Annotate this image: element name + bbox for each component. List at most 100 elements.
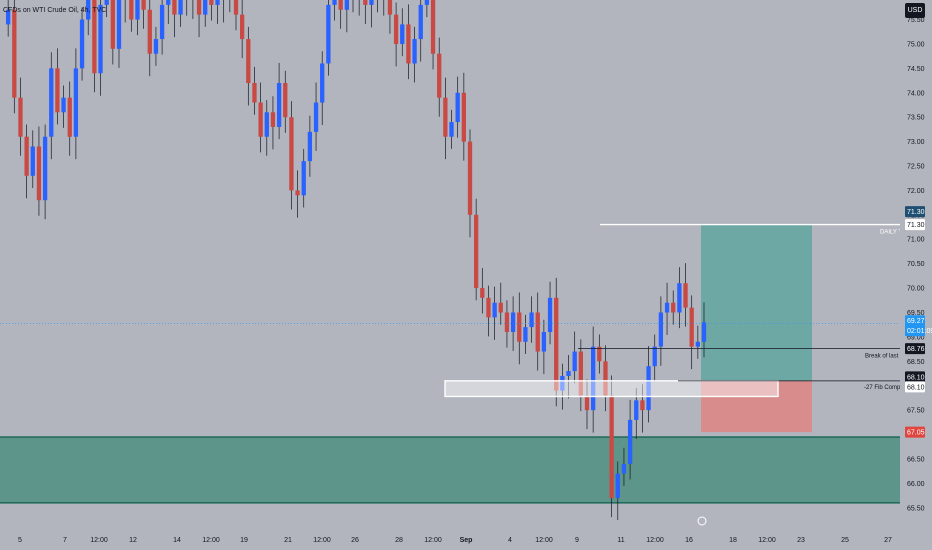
time-axis-label: 12:00 — [535, 537, 553, 544]
current-price-tag: 69.27 — [907, 318, 925, 325]
candle-body — [615, 473, 620, 499]
candle-body — [240, 14, 245, 40]
price-axis-label: 75.50 — [907, 17, 925, 24]
candle-body — [215, 0, 220, 5]
time-axis-label: 19 — [240, 537, 248, 544]
time-axis-label: 16 — [685, 537, 693, 544]
candle-body — [246, 39, 251, 84]
candle-body — [326, 4, 331, 64]
candle-body — [560, 375, 565, 391]
candle-body — [486, 297, 491, 318]
stop-zone[interactable] — [701, 380, 812, 433]
entry-bottom-tag-bg — [905, 381, 925, 393]
price-axis-label: 67.50 — [907, 408, 925, 415]
price-axis-bg[interactable] — [900, 0, 932, 550]
price-axis-label: 70.50 — [907, 261, 925, 268]
price-axis-label: 66.00 — [907, 481, 925, 488]
candle-body — [664, 302, 670, 313]
candle-body — [554, 297, 559, 391]
candle-body — [129, 0, 134, 20]
time-axis-label: 26 — [351, 537, 359, 544]
price-axis-label: 69.50 — [907, 310, 925, 317]
break-level-tag-bg — [905, 343, 925, 355]
time-axis-label: 14 — [173, 537, 181, 544]
time-axis-label: 12:00 — [424, 537, 442, 544]
candle-body — [529, 312, 534, 328]
candle-body — [12, 9, 17, 98]
time-axis-label: 11 — [617, 537, 624, 544]
candle-body — [658, 312, 664, 347]
candle-body — [517, 312, 522, 342]
candle-body — [430, 0, 436, 54]
candle-body — [36, 146, 42, 201]
demand-zone[interactable] — [0, 436, 900, 503]
candle-body — [301, 161, 306, 196]
symbol-label[interactable]: CFDs on WTI Crude Oil, 4h, TVC — [3, 7, 107, 14]
candle-body — [18, 97, 23, 137]
time-axis-label: 18 — [729, 537, 737, 544]
candle-body — [609, 395, 614, 499]
drawing-lines[interactable]: DAILY TP Break of last LH -27 Fib Completi… — [0, 223, 915, 398]
time-axis-label: 5 — [18, 537, 22, 544]
candle-body — [116, 0, 122, 49]
candle-body — [61, 97, 66, 113]
candle-body — [178, 0, 183, 15]
fib-completion-label: -27 Fib Completion — [864, 385, 915, 391]
candle-body — [671, 302, 676, 313]
price-axis-label: 75.00 — [907, 41, 925, 48]
candle-body — [110, 0, 115, 49]
price-axis-label: 72.00 — [907, 188, 925, 195]
candle-body — [295, 190, 300, 196]
price-axis-label: 74.50 — [907, 66, 925, 73]
candle-body — [597, 346, 602, 362]
drawing-zones[interactable] — [0, 224, 900, 504]
time-axis-label: 4 — [508, 537, 512, 544]
price-axis-label: 68.50 — [907, 359, 925, 366]
candle-body — [332, 0, 337, 5]
candle-body — [492, 302, 497, 318]
price-axis-label: 69.00 — [907, 334, 925, 341]
candle-body — [276, 83, 282, 127]
candle-body — [344, 0, 349, 10]
candle-body — [400, 24, 405, 44]
time-axis-label: 25 — [841, 537, 849, 544]
candle-body — [42, 136, 48, 201]
candle-body — [135, 0, 140, 20]
candle-body — [55, 68, 60, 113]
candle-body — [695, 341, 700, 347]
entry-top-tag-bg — [905, 371, 925, 383]
break-level-tag: 68.76 — [907, 346, 925, 353]
candle-body — [30, 146, 35, 176]
target-tag-bg — [905, 219, 925, 231]
candle-body — [701, 322, 707, 342]
candle-body — [412, 39, 417, 64]
candle-body — [387, 0, 393, 15]
candle-body — [289, 117, 294, 191]
candle-body — [406, 24, 411, 64]
candle-body — [480, 288, 485, 298]
candle-body — [523, 327, 528, 342]
candle-body — [338, 0, 343, 10]
time-axis-bg[interactable] — [0, 520, 932, 550]
candle-body — [689, 307, 694, 347]
time-axis-label: 12 — [129, 537, 137, 544]
candle-body — [209, 0, 214, 5]
entry-box[interactable] — [444, 380, 779, 398]
candle-body — [369, 0, 374, 5]
current-price-tag-bg — [905, 315, 925, 327]
time-axis-label: 9 — [575, 537, 579, 544]
candle-body — [627, 419, 633, 464]
target-zone[interactable] — [701, 224, 812, 381]
candle-body — [258, 102, 263, 137]
currency-button[interactable]: USD — [905, 3, 925, 18]
time-axis-label: 23 — [797, 537, 805, 544]
time-axis-label: 12:00 — [90, 537, 108, 544]
time-axis-label: 12:00 — [313, 537, 331, 544]
price-axis-label: 71.00 — [907, 237, 925, 244]
candle-body — [363, 0, 368, 5]
candle-body — [498, 302, 503, 313]
candle-body — [621, 463, 627, 474]
